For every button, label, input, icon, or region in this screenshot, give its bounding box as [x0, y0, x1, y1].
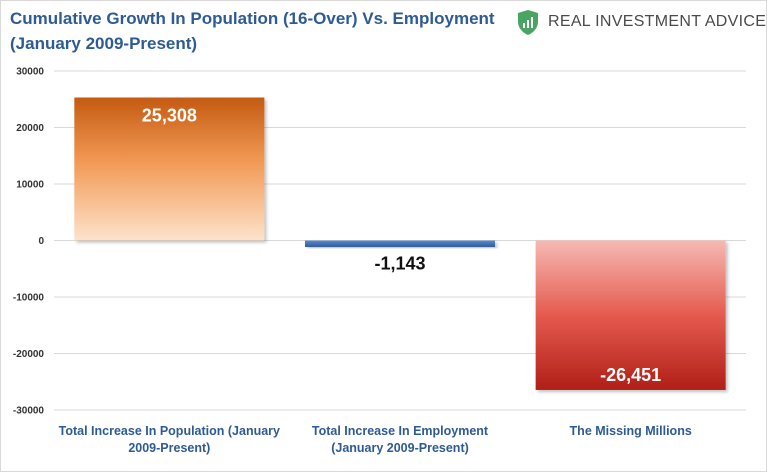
value-label: -26,451 [600, 365, 661, 385]
category-label: 2009-Present) [128, 441, 210, 455]
y-tick-label: -30000 [13, 406, 45, 417]
value-labels: 25,308 -1,143 -26,451 [142, 106, 661, 385]
bars [74, 97, 726, 390]
brand-name: REAL INVESTMENT ADVICE [548, 13, 767, 30]
y-tick-label: 10000 [16, 180, 44, 191]
bar [305, 240, 495, 247]
value-label: 25,308 [142, 106, 197, 126]
bar [535, 240, 726, 390]
shield-chart-icon [518, 9, 538, 35]
y-tick-label: 30000 [16, 67, 44, 78]
y-tick-label: -10000 [13, 293, 45, 304]
category-labels: Total Increase In Population (January 200… [59, 424, 692, 455]
category-label: The Missing Millions [570, 424, 692, 438]
y-tick-label: 0 [38, 236, 44, 247]
category-label: (January 2009-Present) [331, 441, 469, 455]
category-label: Total Increase In Employment [312, 424, 489, 438]
chart-title: Cumulative Growth In Population (16-Over… [10, 6, 510, 56]
brand-logo: REAL INVESTMENT ADVICE [516, 8, 766, 36]
y-tick-label: -20000 [13, 349, 45, 360]
chart-title-line-1: Cumulative Growth In Population (16-Over… [10, 9, 495, 28]
category-label: Total Increase In Population (January [59, 424, 280, 438]
value-label: -1,143 [374, 254, 425, 274]
y-axis-ticks: 30000 20000 10000 0 -10000 -20000 -30000 [13, 67, 45, 417]
chart-title-line-2: (January 2009-Present) [10, 34, 198, 53]
y-tick-label: 20000 [16, 123, 44, 134]
bar [74, 97, 265, 241]
